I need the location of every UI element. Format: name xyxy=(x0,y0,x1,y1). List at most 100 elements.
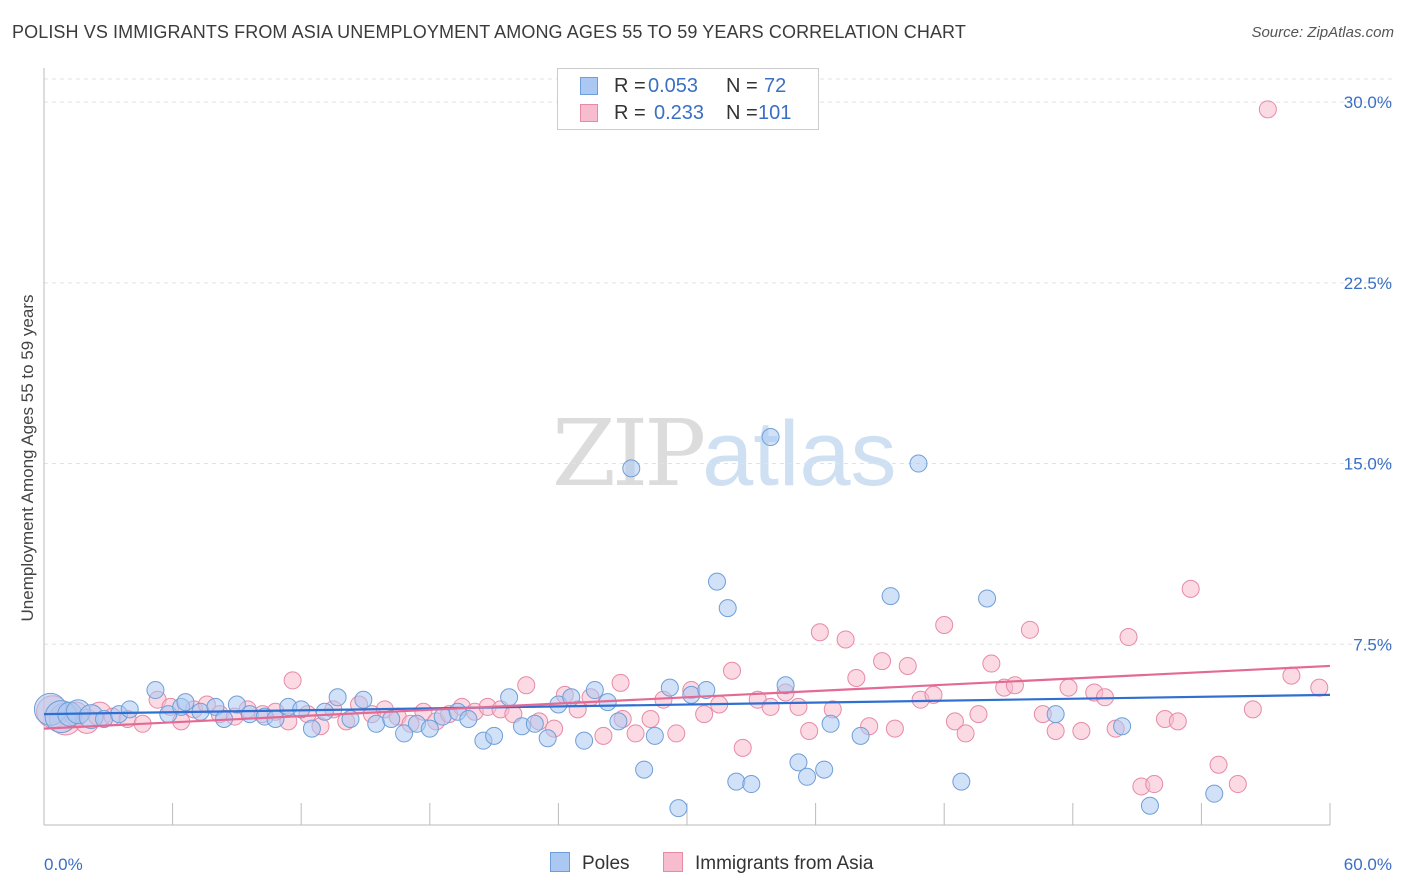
legend-n-value: 101 xyxy=(758,102,792,124)
asia-point xyxy=(641,709,660,728)
poles-point xyxy=(660,678,679,697)
poles-point xyxy=(708,572,727,591)
poles-point xyxy=(395,724,414,743)
poles-point xyxy=(1205,784,1224,803)
legend-n-value: 72 xyxy=(764,75,787,97)
legend-n-label: N = xyxy=(726,102,758,124)
asia-trend-line xyxy=(43,664,1331,730)
asia-point xyxy=(1072,722,1091,741)
poles-point xyxy=(798,767,817,786)
poles-point xyxy=(1046,705,1065,724)
poles-point xyxy=(146,681,165,700)
y-tick-label: 7.5% xyxy=(1353,635,1392,654)
poles-point xyxy=(909,454,928,473)
chart-source: Source: ZipAtlas.com xyxy=(1251,24,1394,41)
asia-swatch xyxy=(580,104,598,122)
asia-point xyxy=(836,630,855,649)
asia-point xyxy=(800,722,819,741)
poles-point xyxy=(459,709,478,728)
watermark-atlas: atlas xyxy=(702,403,897,505)
poles-point xyxy=(227,695,246,714)
y-tick-label: 30.0% xyxy=(1344,93,1392,112)
asia-point xyxy=(873,652,892,671)
asia-point xyxy=(1020,620,1039,639)
poles-point xyxy=(727,772,746,791)
legend-r-value: 0.233 xyxy=(654,102,705,124)
poles-point xyxy=(328,688,347,707)
correlation-legend: R = 0.053 N = 72 R = 0.233 N = 101 xyxy=(557,68,819,130)
legend-label-asia: Immigrants from Asia xyxy=(695,853,874,874)
poles-point xyxy=(1113,717,1132,736)
asia-point xyxy=(1282,666,1301,685)
asia-point xyxy=(1258,100,1277,119)
asia-point xyxy=(898,656,917,675)
asia-point xyxy=(611,673,630,692)
asia-point xyxy=(945,712,964,731)
asia-point xyxy=(1119,628,1138,647)
asia-point xyxy=(1059,678,1078,697)
poles-point xyxy=(815,760,834,779)
trend-lines xyxy=(43,664,1331,730)
poles-point xyxy=(500,688,519,707)
asia-point xyxy=(1209,755,1228,774)
poles-point xyxy=(382,709,401,728)
legend-n-label: N = xyxy=(726,75,758,97)
poles-point xyxy=(120,700,139,719)
poles-point xyxy=(635,760,654,779)
asia-point xyxy=(982,654,1001,673)
asia-point xyxy=(1168,712,1187,731)
poles-point xyxy=(367,714,386,733)
legend-label-poles: Poles xyxy=(582,853,630,874)
poles-point xyxy=(776,676,795,695)
watermark: ZIPatlas xyxy=(552,400,897,507)
poles-swatch xyxy=(580,77,598,95)
poles-point xyxy=(718,599,737,618)
legend-item-poles[interactable]: Poles xyxy=(550,852,630,875)
poles-point xyxy=(789,753,808,772)
poles-point xyxy=(622,459,641,478)
asia-point xyxy=(935,615,954,634)
legend-r-label: R = xyxy=(614,75,646,97)
poles-point xyxy=(821,714,840,733)
asia-point xyxy=(810,623,829,642)
poles-point xyxy=(240,705,259,724)
poles-point xyxy=(420,719,439,738)
asia-swatch xyxy=(663,852,683,872)
poles-point xyxy=(176,693,195,712)
poles-point xyxy=(978,589,997,608)
poles-point xyxy=(538,729,557,748)
poles-point xyxy=(315,702,334,721)
poles-point xyxy=(575,731,594,750)
asia-point xyxy=(733,738,752,757)
x-tick-label: 60.0% xyxy=(1344,855,1392,874)
poles-point xyxy=(682,685,701,704)
legend-item-asia[interactable]: Immigrants from Asia xyxy=(663,852,873,875)
asia-point xyxy=(695,705,714,724)
asia-point xyxy=(723,661,742,680)
poles-point xyxy=(609,712,628,731)
series-immigrants-from-asia xyxy=(36,100,1329,796)
x-tick-label: 0.0% xyxy=(44,855,83,874)
poles-point xyxy=(354,690,373,709)
poles-point xyxy=(485,726,504,745)
poles-point xyxy=(433,707,452,726)
poles-point xyxy=(266,709,285,728)
poles-point xyxy=(585,681,604,700)
tick-labels: 7.5% 15.0% 22.5% 30.0% 0.0% 60.0% xyxy=(44,93,1392,874)
y-tick-label: 22.5% xyxy=(1344,274,1392,293)
poles-point xyxy=(952,772,971,791)
poles-point xyxy=(742,775,761,794)
legend-r-value: 0.053 xyxy=(648,75,699,97)
asia-point xyxy=(969,705,988,724)
asia-point xyxy=(1310,678,1329,697)
asia-point xyxy=(283,671,302,690)
poles-point xyxy=(697,681,716,700)
asia-point xyxy=(1243,700,1262,719)
poles-point xyxy=(851,726,870,745)
asia-point xyxy=(626,724,645,743)
poles-point xyxy=(525,714,544,733)
asia-point xyxy=(1228,775,1247,794)
asia-point xyxy=(1046,722,1065,741)
poles-point xyxy=(761,428,780,447)
